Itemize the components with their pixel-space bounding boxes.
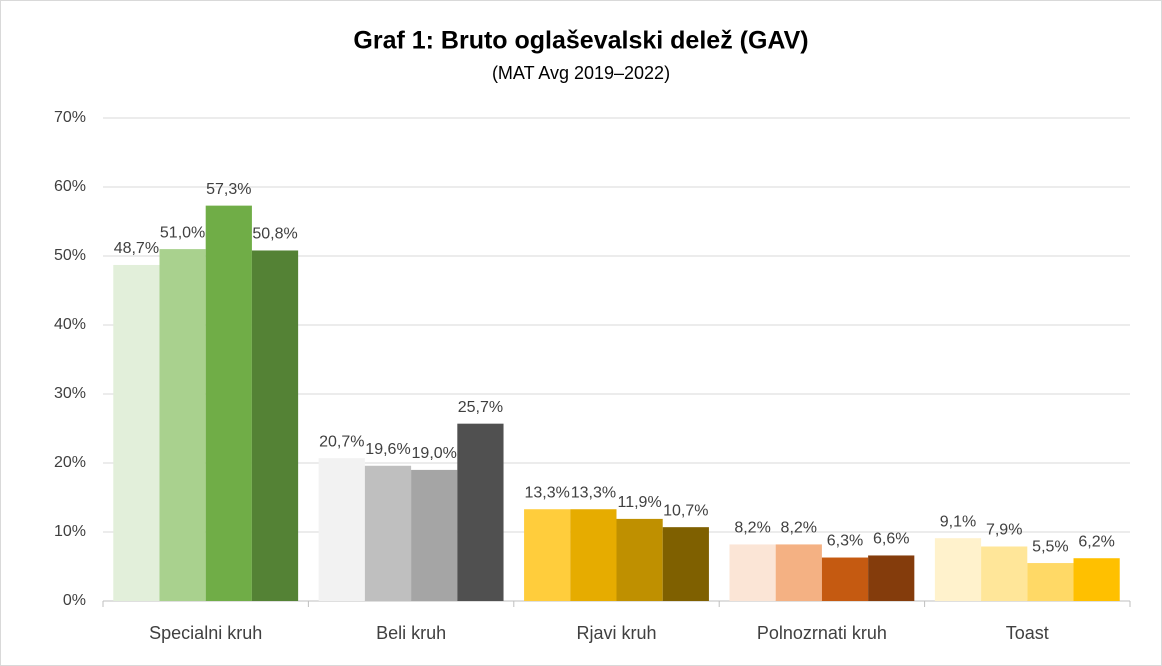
value-label: 20,7% — [319, 433, 364, 450]
value-label: 8,2% — [781, 520, 817, 537]
value-label: 5,5% — [1032, 538, 1068, 555]
value-label: 7,9% — [986, 522, 1022, 539]
y-tick-label: 40% — [54, 316, 86, 333]
bar — [411, 469, 458, 601]
x-tick-label: Polnozrnati kruh — [757, 623, 887, 643]
bar — [616, 518, 663, 601]
value-label: 50,8% — [252, 226, 297, 243]
bar — [457, 423, 504, 601]
value-label: 10,7% — [663, 502, 708, 519]
y-tick-label: 0% — [63, 592, 86, 609]
x-tick-label: Specialni kruh — [149, 623, 262, 643]
bar — [113, 264, 160, 601]
value-label: 51,0% — [160, 224, 205, 241]
y-tick-label: 20% — [54, 454, 86, 471]
bar — [934, 538, 982, 601]
value-label: 8,2% — [734, 520, 770, 537]
y-tick-label: 10% — [54, 523, 86, 540]
bar — [662, 527, 709, 601]
y-tick-label: 60% — [54, 178, 86, 195]
x-tick-label: Beli kruh — [376, 623, 446, 643]
value-label: 25,7% — [458, 399, 503, 416]
x-tick-label: Toast — [1006, 623, 1049, 643]
value-label: 13,3% — [524, 484, 569, 501]
bar — [868, 555, 915, 601]
y-tick-label: 30% — [54, 385, 86, 402]
value-label: 48,7% — [114, 240, 159, 257]
value-label: 57,3% — [206, 181, 251, 198]
bar — [1027, 563, 1074, 601]
bar — [729, 544, 776, 601]
value-label: 6,2% — [1078, 533, 1114, 550]
chart-subtitle: (MAT Avg 2019–2022) — [492, 63, 670, 83]
bar — [821, 557, 869, 601]
value-label: 19,6% — [365, 441, 410, 458]
bar — [159, 249, 206, 601]
bar — [1073, 558, 1120, 601]
value-label: 13,3% — [571, 484, 616, 501]
bar — [205, 205, 252, 601]
bar — [251, 250, 299, 602]
value-label: 9,1% — [940, 513, 976, 530]
x-tick-label: Rjavi kruh — [576, 623, 656, 643]
y-tick-label: 70% — [54, 109, 86, 126]
chart-title: Graf 1: Bruto oglaševalski delež (GAV) — [353, 27, 808, 55]
value-label: 6,3% — [827, 533, 863, 550]
bar — [364, 465, 412, 601]
bar — [775, 544, 822, 601]
bar — [981, 546, 1028, 601]
value-label: 11,9% — [618, 494, 662, 511]
y-tick-label: 50% — [54, 247, 86, 264]
value-label: 6,6% — [873, 531, 909, 548]
bar — [570, 509, 617, 601]
bar — [524, 509, 571, 601]
bar — [318, 458, 365, 601]
value-label: 19,0% — [412, 445, 457, 462]
